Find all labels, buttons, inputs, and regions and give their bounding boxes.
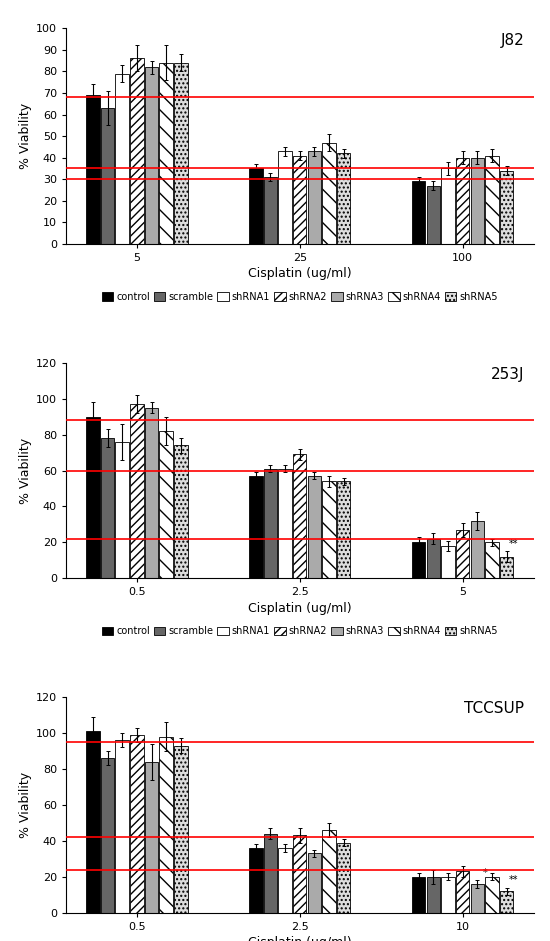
Bar: [86, 95, 100, 244]
Bar: [441, 877, 455, 913]
Bar: [145, 407, 158, 579]
Bar: [293, 155, 306, 244]
Bar: [337, 481, 350, 579]
Bar: [160, 737, 173, 913]
Bar: [101, 758, 114, 913]
Bar: [322, 830, 336, 913]
Bar: [249, 476, 262, 579]
Bar: [263, 834, 277, 913]
Bar: [485, 542, 499, 579]
Bar: [145, 762, 158, 913]
Text: 253J: 253J: [491, 367, 524, 382]
Bar: [322, 143, 336, 244]
Bar: [307, 853, 321, 913]
Bar: [86, 731, 100, 913]
Bar: [116, 441, 129, 579]
Bar: [471, 520, 484, 579]
Bar: [116, 73, 129, 244]
Bar: [471, 158, 484, 244]
Bar: [500, 891, 513, 913]
Bar: [263, 469, 277, 579]
Bar: [293, 836, 306, 913]
Bar: [456, 871, 469, 913]
Bar: [337, 842, 350, 913]
Bar: [456, 158, 469, 244]
Bar: [441, 168, 455, 244]
Bar: [278, 152, 292, 244]
Bar: [130, 735, 144, 913]
Bar: [145, 67, 158, 244]
Text: J82: J82: [500, 33, 524, 48]
Bar: [471, 884, 484, 913]
Bar: [101, 439, 114, 579]
Bar: [263, 177, 277, 244]
X-axis label: Cisplatin (ug/ml): Cisplatin (ug/ml): [248, 267, 351, 280]
Bar: [130, 404, 144, 579]
Bar: [427, 877, 440, 913]
Bar: [412, 877, 425, 913]
Bar: [412, 182, 425, 244]
Bar: [427, 185, 440, 244]
Bar: [307, 476, 321, 579]
Legend: control, scramble, shRNA1, shRNA2, shRNA3, shRNA4, shRNA5: control, scramble, shRNA1, shRNA2, shRNA…: [102, 627, 498, 636]
Y-axis label: % Viability: % Viability: [19, 438, 32, 503]
Bar: [249, 168, 262, 244]
Bar: [86, 417, 100, 579]
Legend: control, scramble, shRNA1, shRNA2, shRNA3, shRNA4, shRNA5: control, scramble, shRNA1, shRNA2, shRNA…: [102, 292, 498, 302]
Bar: [307, 152, 321, 244]
Bar: [249, 848, 262, 913]
Text: **: **: [509, 538, 519, 549]
Bar: [174, 63, 188, 244]
Bar: [278, 469, 292, 579]
Bar: [278, 848, 292, 913]
Bar: [500, 557, 513, 579]
X-axis label: Cisplatin (ug/ml): Cisplatin (ug/ml): [248, 936, 351, 941]
Bar: [293, 455, 306, 579]
Bar: [116, 741, 129, 913]
Bar: [160, 63, 173, 244]
Bar: [101, 108, 114, 244]
Bar: [441, 546, 455, 579]
Text: **: **: [509, 875, 519, 885]
Bar: [174, 445, 188, 579]
Y-axis label: % Viability: % Viability: [19, 772, 32, 838]
Bar: [322, 481, 336, 579]
Bar: [500, 170, 513, 244]
Bar: [485, 155, 499, 244]
Text: *: *: [482, 868, 487, 878]
Bar: [412, 542, 425, 579]
Y-axis label: % Viability: % Viability: [19, 103, 32, 169]
Bar: [485, 877, 499, 913]
Bar: [174, 745, 188, 913]
X-axis label: Cisplatin (ug/ml): Cisplatin (ug/ml): [248, 601, 351, 614]
Bar: [337, 153, 350, 244]
Bar: [427, 539, 440, 579]
Bar: [130, 58, 144, 244]
Bar: [160, 431, 173, 579]
Bar: [456, 530, 469, 579]
Text: TCCSUP: TCCSUP: [464, 701, 524, 716]
